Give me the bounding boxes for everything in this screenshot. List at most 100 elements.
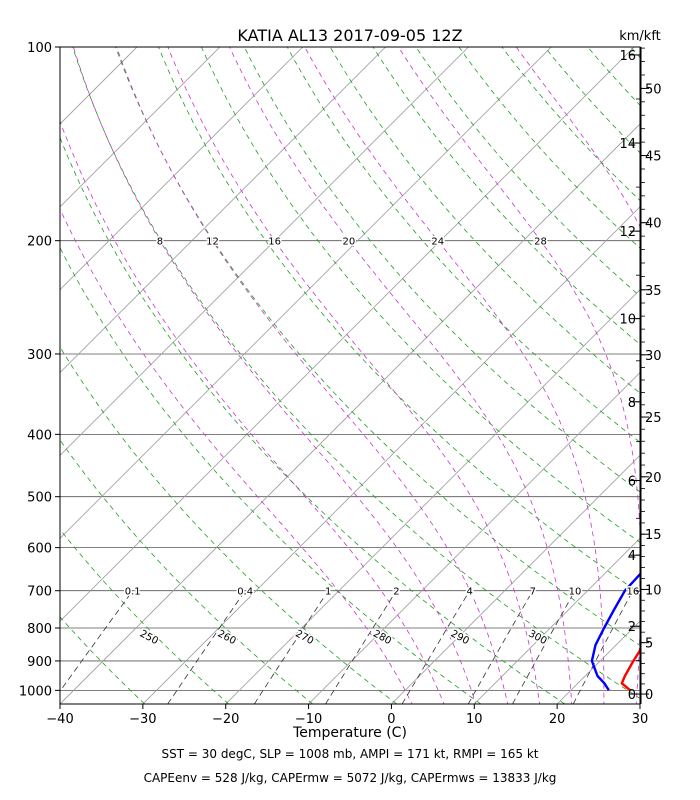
moist-adiabat-line <box>167 47 541 704</box>
dry-adiabat-line <box>501 47 640 201</box>
pressure-tick-label: 100 <box>27 41 52 56</box>
pressure-tick-label: 700 <box>27 585 52 600</box>
kft-tick-label: 50 <box>645 82 662 97</box>
isotherm-line <box>60 47 552 539</box>
isotherm-line <box>0 47 54 704</box>
x-tick-label: 0 <box>387 712 395 727</box>
km-tick-label: 16 <box>619 49 636 64</box>
moist-adiabat-label: 28 <box>534 237 547 248</box>
mixing-ratio-line <box>325 590 397 704</box>
mixing-ratio-label: 16 <box>626 587 639 598</box>
mixing-ratio-label: 7 <box>530 587 536 598</box>
isotherm-line <box>142 206 640 704</box>
dewpoint-profile-line <box>590 572 640 692</box>
dry-adiabat-line <box>674 47 700 704</box>
isotherm-line <box>391 454 640 704</box>
plot-area <box>0 47 700 704</box>
pressure-tick-label: 500 <box>27 491 52 506</box>
pressure-tick-label: 900 <box>27 655 52 670</box>
mixing-ratio-label: 0.1 <box>125 587 141 598</box>
km-tick-label: 10 <box>619 313 636 328</box>
dry-adiabat-label: 290 <box>449 628 471 647</box>
km-tick-label: 14 <box>619 137 636 152</box>
moist-adiabat-line <box>116 47 509 704</box>
mixing-ratio-label: 2 <box>393 587 399 598</box>
moist-adiabat-line <box>304 47 605 704</box>
mixing-ratio-line <box>512 590 576 704</box>
mixing-ratio-label: 10 <box>569 587 582 598</box>
kft-tick-label: 30 <box>645 349 662 364</box>
dry-adiabat-label: 280 <box>371 628 393 647</box>
pressure-tick-label: 400 <box>27 428 52 443</box>
moist-adiabat-label: 8 <box>157 237 163 248</box>
x-tick-label: −30 <box>129 712 156 727</box>
kft-tick-label: 0 <box>645 688 653 703</box>
mixing-ratio-label: 1 <box>325 587 331 598</box>
mixing-ratio-label: 0.4 <box>237 587 253 598</box>
x-tick-label: 30 <box>632 712 649 727</box>
dry-adiabat-line <box>60 346 397 704</box>
dry-adiabat-line <box>60 246 482 704</box>
pressure-tick-label: 200 <box>27 235 52 250</box>
chart-title: KATIA AL13 2017-09-05 12Z <box>237 26 462 45</box>
isotherm-line <box>60 123 640 704</box>
km-tick-label: 0 <box>628 688 636 703</box>
dry-adiabat-line <box>60 439 313 704</box>
isotherm-line <box>308 372 640 704</box>
moist-adiabat-label: 16 <box>268 237 281 248</box>
footer-line-2: CAPEenv = 528 J/kg, CAPErmw = 5072 J/kg,… <box>144 771 557 785</box>
km-tick-label: 2 <box>628 620 636 635</box>
dry-adiabat-line <box>587 47 640 106</box>
isotherm-line <box>60 47 138 125</box>
moist-adiabat-label: 12 <box>206 237 219 248</box>
kft-tick-label: 5 <box>645 637 653 652</box>
dry-adiabat-line <box>372 47 640 345</box>
dry-adiabat-line <box>72 47 640 699</box>
plot-frame <box>59 46 641 705</box>
kft-tick-label: 40 <box>645 217 662 232</box>
dry-adiabat-line <box>415 47 640 297</box>
isotherm-line <box>60 47 303 291</box>
moist-adiabat-line <box>229 47 573 704</box>
mixing-ratio-label: 4 <box>467 587 473 598</box>
moist-adiabat-line <box>72 47 477 704</box>
km-tick-label: 4 <box>628 549 636 564</box>
isotherm-line <box>474 537 640 704</box>
km-tick-label: 12 <box>619 225 636 240</box>
moist-adiabat-line <box>60 208 413 704</box>
isotherm-line <box>60 47 635 622</box>
footer-line-1: SST = 30 degC, SLP = 1008 mb, AMPI = 171… <box>161 747 538 761</box>
isotherm-line <box>60 47 469 456</box>
x-tick-label: 10 <box>466 712 483 727</box>
height-axis-label: km/kft <box>619 29 661 44</box>
dry-adiabat-line <box>115 47 640 646</box>
x-tick-label: −20 <box>212 712 239 727</box>
mixing-ratio-line <box>167 590 246 704</box>
mixing-ratio-line <box>253 590 329 704</box>
dry-adiabat-line <box>60 616 145 704</box>
x-tick-label: −40 <box>46 712 73 727</box>
mixing-ratio-line <box>467 590 534 704</box>
isotherm-line <box>60 47 221 208</box>
km-tick-label: 8 <box>628 396 636 411</box>
moist-adiabat-line <box>60 119 445 704</box>
kft-tick-label: 25 <box>645 411 662 426</box>
moist-adiabat-label: 20 <box>343 237 356 248</box>
kft-tick-label: 20 <box>645 471 662 486</box>
isotherm-line <box>639 703 640 704</box>
dry-adiabat-label: 270 <box>293 628 315 647</box>
dry-adiabat-line <box>329 47 640 394</box>
dry-adiabat-label: 260 <box>216 628 238 647</box>
kft-tick-label: 45 <box>645 150 662 165</box>
moist-adiabat-line <box>398 47 640 704</box>
dry-adiabat-line <box>458 47 640 249</box>
mixing-ratio-line <box>401 590 471 704</box>
isotherm-line <box>60 47 386 374</box>
dry-adiabat-line <box>244 47 640 493</box>
dry-adiabat-line <box>201 47 640 543</box>
dry-adiabat-line <box>60 528 229 704</box>
mixing-ratio-line <box>572 590 634 704</box>
dry-adiabat-line <box>60 702 61 704</box>
